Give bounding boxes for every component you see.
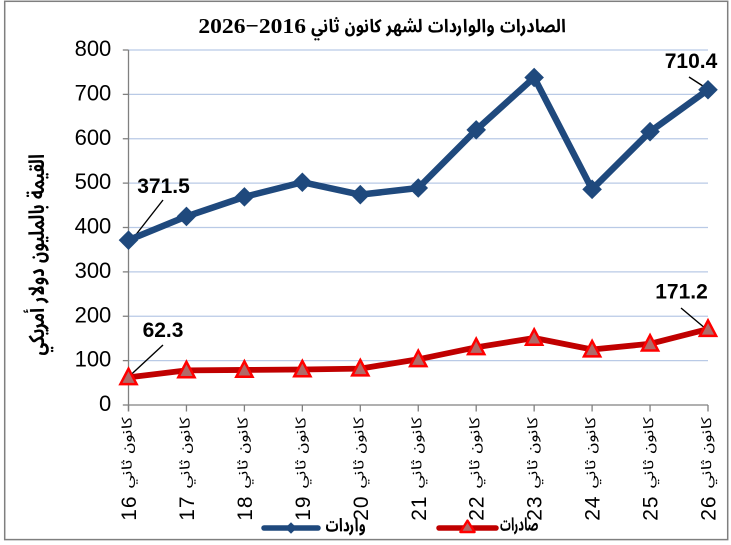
svg-text:800: 800 (75, 36, 112, 61)
svg-text:371.5: 371.5 (137, 175, 190, 198)
svg-text:25: 25 (640, 495, 663, 520)
svg-text:26: 26 (698, 495, 721, 520)
svg-text:18: 18 (234, 495, 257, 520)
svg-text:700: 700 (75, 80, 112, 105)
svg-text:0: 0 (99, 391, 111, 416)
svg-text:400: 400 (75, 214, 112, 239)
svg-text:710.4: 710.4 (665, 50, 718, 73)
svg-text:100: 100 (75, 347, 112, 372)
svg-text:16: 16 (118, 495, 141, 520)
svg-text:23: 23 (524, 495, 547, 520)
svg-text:22: 22 (466, 495, 489, 520)
svg-text:500: 500 (75, 169, 112, 194)
svg-text:62.3: 62.3 (143, 319, 184, 342)
svg-text:171.2: 171.2 (655, 281, 708, 304)
svg-text:2026−2016: 2026−2016 (198, 14, 306, 38)
svg-text:200: 200 (75, 302, 112, 327)
svg-text:600: 600 (75, 125, 112, 150)
svg-text:19: 19 (292, 495, 315, 520)
svg-text:20: 20 (350, 495, 373, 520)
svg-text:21: 21 (408, 495, 431, 520)
svg-text:300: 300 (75, 258, 112, 283)
svg-text:17: 17 (176, 495, 199, 520)
svg-text:24: 24 (582, 495, 605, 520)
